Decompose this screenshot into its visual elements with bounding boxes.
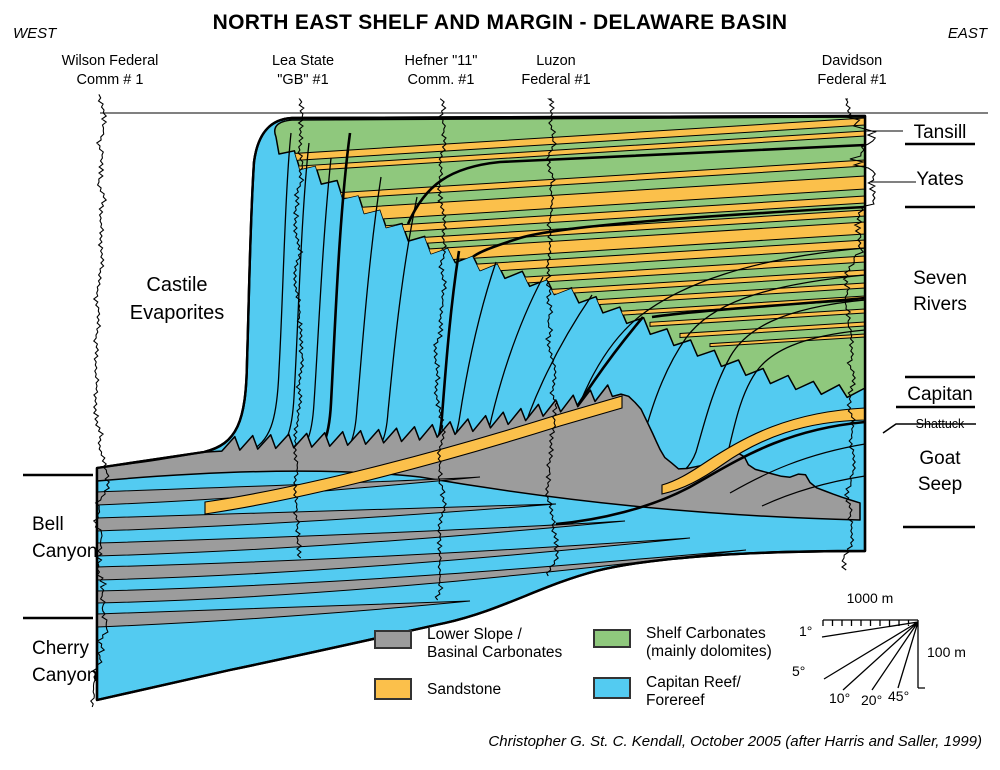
section-outline	[95, 114, 867, 702]
legend-line: Basinal Carbonates	[427, 644, 563, 661]
scale-angle-45: 45°	[888, 688, 910, 704]
well-number: Federal #1	[521, 72, 591, 88]
well-label-lea: Lea State "GB" #1	[272, 52, 334, 90]
datum-and-pointer-lines	[100, 112, 988, 183]
label-castile-evaporites: Castile Evaporites	[130, 271, 225, 327]
label-line: Seep	[917, 474, 963, 495]
label-line: Goat	[919, 448, 961, 469]
legend-swatch-shelf	[593, 629, 631, 648]
scale-vertical-label: 100 m	[927, 644, 966, 660]
well-label-wilson: Wilson Federal Comm # 1	[62, 52, 159, 90]
well-number: Comm # 1	[76, 72, 144, 88]
well-label-luzon: Luzon Federal #1	[521, 52, 590, 90]
diagonal-sandstone-band	[204, 395, 623, 515]
label-tansill: Tansill	[913, 122, 967, 143]
west-label: WEST	[13, 25, 57, 42]
well-name: Wilson Federal	[61, 53, 159, 69]
label-line: Seven	[913, 268, 967, 289]
basinal-carbonate-stripes	[96, 476, 747, 628]
label-line: Evaporites	[129, 302, 225, 324]
label-shattuck: Shattuck	[915, 417, 965, 431]
legend-line: Capitan Reef/	[646, 674, 741, 691]
clinoform-lines	[247, 132, 865, 479]
well-log-curves	[90, 94, 877, 708]
label-line: Castile	[146, 274, 208, 296]
legend-label-basinal: Lower Slope / Basinal Carbonates	[427, 626, 562, 662]
well-label-hefner: Hefner "11" Comm. #1	[405, 52, 478, 90]
east-label: EAST	[947, 25, 987, 42]
legend-label-sandstone: Sandstone	[427, 681, 501, 699]
legend-line: Lower Slope /	[427, 626, 522, 643]
legend-label-shelf: Shelf Carbonates (mainly dolomites)	[646, 625, 772, 661]
legend-swatch-reef	[593, 677, 631, 699]
legend-swatch-sandstone	[374, 678, 412, 700]
well-number: Federal #1	[817, 72, 887, 88]
label-capitan: Capitan	[907, 384, 973, 405]
well-number: "GB" #1	[277, 72, 329, 88]
label-bell-canyon: Bell Canyon	[32, 511, 98, 565]
scale-angle-1: 1°	[799, 623, 813, 639]
label-yates: Yates	[916, 169, 964, 190]
label-line: Rivers	[913, 294, 967, 315]
legend-line: Forereef	[646, 692, 705, 709]
legend-swatch-basinal	[374, 630, 412, 649]
page-title: NORTH EAST SHELF AND MARGIN - DELAWARE B…	[212, 11, 788, 34]
legend-line: (mainly dolomites)	[646, 643, 772, 660]
label-line: Canyon	[32, 541, 98, 562]
legend-line: Shelf Carbonates	[646, 625, 766, 642]
scale-angle-5: 5°	[792, 663, 806, 679]
well-label-davidson: Davidson Federal #1	[817, 52, 886, 90]
label-line: Canyon	[32, 665, 98, 686]
well-name: Luzon	[536, 53, 576, 69]
label-line: Cherry	[32, 638, 90, 659]
well-name: Davidson	[821, 53, 883, 69]
scale-angle-10: 10°	[829, 690, 851, 706]
label-goat-seep: Goat Seep	[903, 446, 977, 498]
shattuck-pointer-line	[882, 423, 976, 434]
formation-boundary-ticks	[23, 142, 975, 620]
well-number: Comm. #1	[407, 72, 475, 88]
well-name: Lea State	[271, 53, 335, 69]
legend-label-reef: Capitan Reef/ Forereef	[646, 674, 741, 710]
well-name: Hefner "11"	[404, 53, 478, 69]
shattuck-sandstone-band	[661, 407, 866, 495]
label-line: Bell	[32, 514, 64, 535]
label-seven-rivers: Seven Rivers	[903, 266, 977, 318]
scale-angle-20: 20°	[861, 692, 883, 708]
scale-horizontal-label: 1000 m	[846, 590, 894, 606]
attribution: Christopher G. St. C. Kendall, October 2…	[488, 733, 982, 750]
goat-seep-boundary-line	[555, 420, 866, 526]
legend-line: Sandstone	[427, 681, 502, 698]
scale-bar-lines	[821, 619, 925, 691]
label-cherry-canyon: Cherry Canyon	[32, 635, 98, 689]
